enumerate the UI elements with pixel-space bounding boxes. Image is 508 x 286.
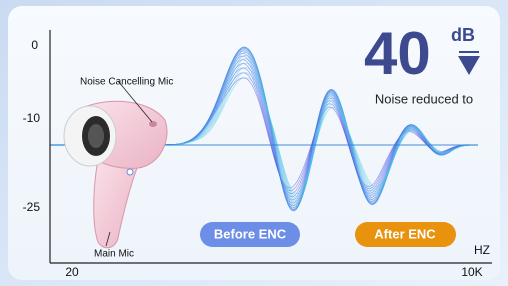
headline-value: 40 xyxy=(364,20,431,87)
y-label: 0 xyxy=(31,38,38,52)
x-unit: HZ xyxy=(474,243,490,257)
x-label: 20 xyxy=(65,265,79,279)
infographic: 0 -10 -25 20 10K HZ Noise Cancelling Mic… xyxy=(0,0,508,286)
badge-text: Before ENC xyxy=(214,226,287,241)
badge-text: After ENC xyxy=(374,226,436,241)
callout: Noise Cancelling Mic xyxy=(80,77,173,88)
callout: Main Mic xyxy=(94,249,134,260)
headline-unit: dB xyxy=(451,25,475,45)
x-label: 10K xyxy=(461,265,482,279)
headline-caption: Noise reduced to xyxy=(375,91,473,106)
y-label: -25 xyxy=(23,200,41,214)
y-label: -10 xyxy=(23,111,41,125)
page: {"axis": {"y_labels": ["0", "-10", "-25"… xyxy=(0,0,508,286)
